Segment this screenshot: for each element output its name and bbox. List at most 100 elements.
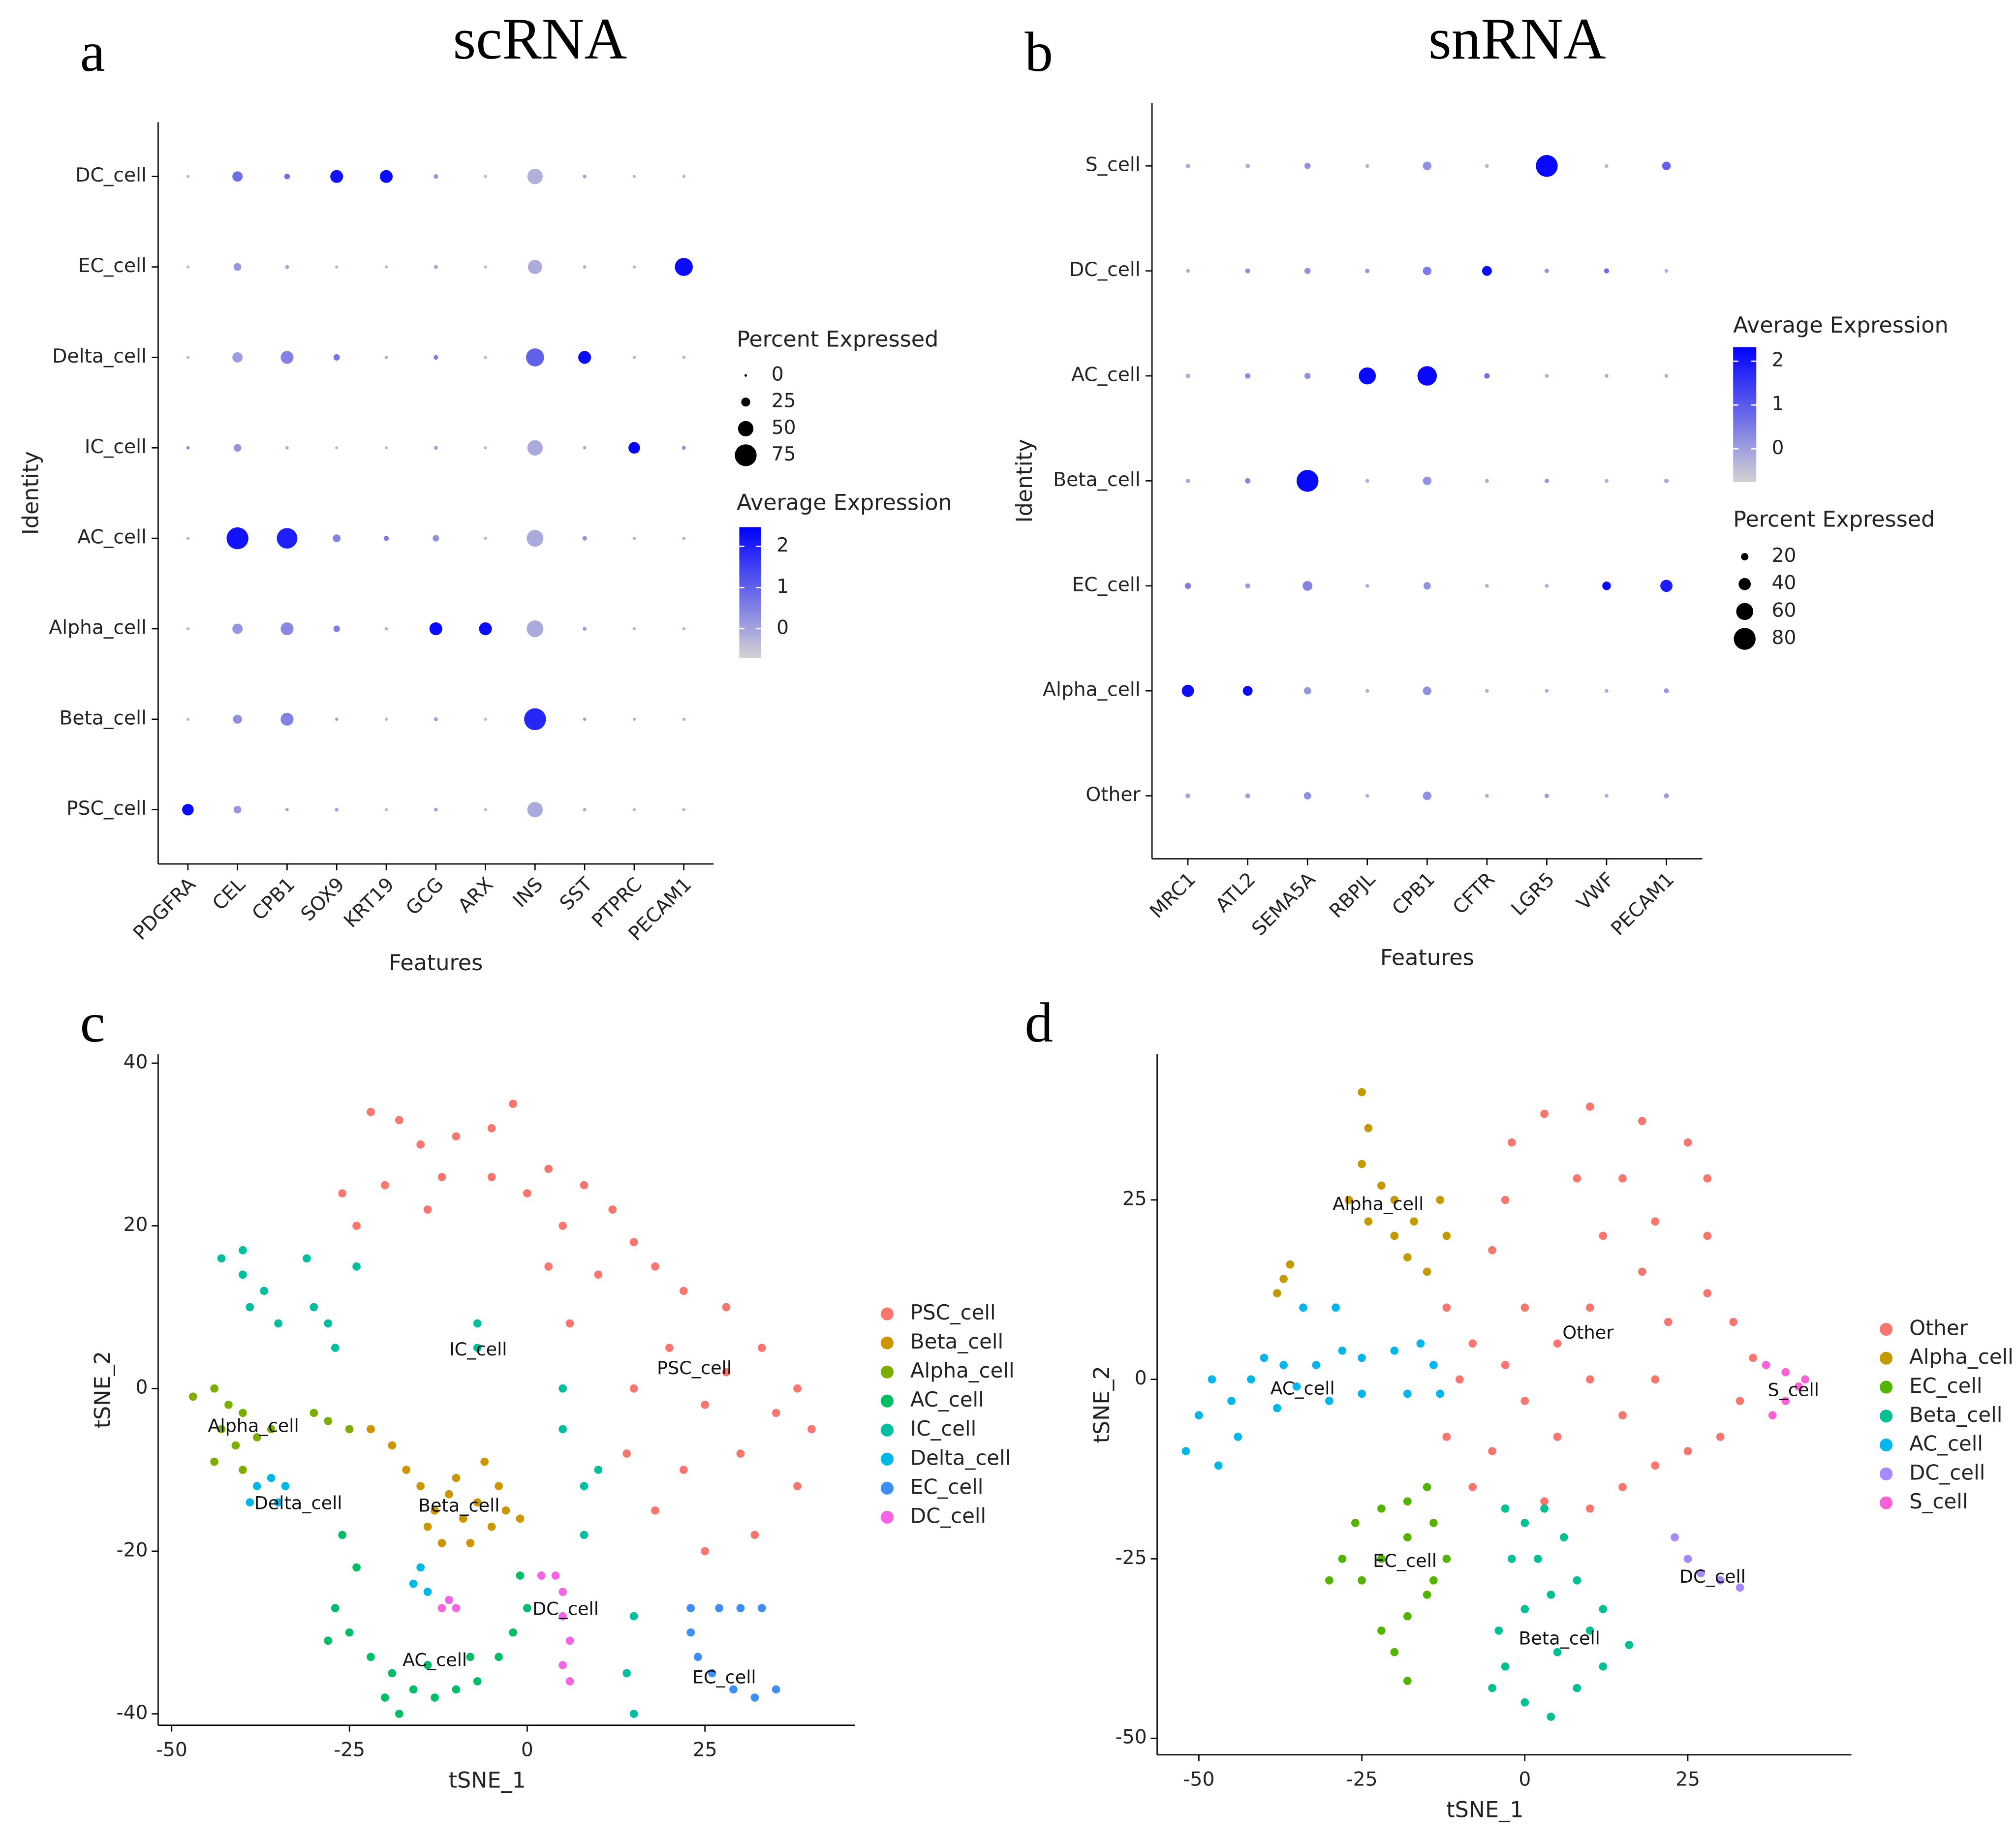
dot (1181, 684, 1194, 697)
dot (1482, 266, 1492, 276)
cluster-label: EC_cell (692, 1666, 756, 1688)
point (1618, 1174, 1627, 1183)
legend-dot (1736, 603, 1753, 620)
point (551, 1571, 560, 1580)
point (1468, 1339, 1477, 1348)
colorbar-label: 0 (1772, 437, 1784, 459)
point (516, 1514, 525, 1523)
legend-label: Alpha_cell (1909, 1345, 2014, 1369)
point (1736, 1397, 1744, 1405)
point (523, 1189, 531, 1197)
point (1540, 1504, 1549, 1513)
point (1703, 1174, 1712, 1183)
dot (1545, 689, 1549, 693)
point (1585, 1375, 1594, 1384)
dot (527, 530, 544, 547)
point (1442, 1433, 1451, 1441)
point (558, 1660, 567, 1669)
dot (1365, 583, 1369, 588)
point (231, 1441, 240, 1450)
point (523, 1604, 531, 1612)
dot (1185, 373, 1190, 378)
point (665, 1344, 674, 1352)
point (1403, 1389, 1412, 1398)
colorbar (739, 527, 761, 658)
legend-dot (880, 1423, 894, 1437)
panel-title: snRNA (1428, 6, 1606, 71)
point (324, 1416, 333, 1425)
y-tick-label: EC_cell (78, 255, 147, 277)
point (715, 1604, 723, 1612)
legend-dot (880, 1452, 894, 1466)
dot (1485, 794, 1489, 798)
dot (330, 170, 343, 183)
point (1377, 1181, 1386, 1190)
point (1716, 1433, 1725, 1441)
point (1501, 1504, 1510, 1513)
point (1260, 1353, 1269, 1362)
point (1729, 1318, 1738, 1326)
point (1364, 1217, 1373, 1226)
dot (434, 174, 438, 179)
point (274, 1498, 282, 1507)
legend-dot (880, 1394, 894, 1408)
y-axis-label: tSNE_2 (1089, 1366, 1115, 1443)
point (345, 1425, 354, 1434)
point (1377, 1555, 1386, 1563)
legend-label: DC_cell (1909, 1460, 1985, 1484)
point (1312, 1361, 1321, 1369)
point (622, 1669, 631, 1678)
dot (233, 263, 242, 271)
y-tick-label: Other (1086, 784, 1141, 806)
point (757, 1604, 766, 1612)
point (565, 1636, 574, 1645)
dot (632, 356, 636, 359)
point (1429, 1361, 1438, 1369)
cluster-label: Other (1562, 1322, 1614, 1343)
dot (1664, 478, 1669, 483)
point (423, 1588, 432, 1596)
point (238, 1270, 247, 1279)
point (558, 1222, 567, 1230)
legend-label: PSC_cell (910, 1300, 996, 1324)
dot (1185, 793, 1191, 798)
point (267, 1425, 276, 1434)
point (395, 1116, 403, 1125)
point (1325, 1576, 1334, 1585)
point (238, 1409, 247, 1417)
point (473, 1319, 482, 1328)
dot (1359, 367, 1376, 385)
point (1520, 1397, 1529, 1405)
dot (1245, 478, 1251, 484)
point (224, 1400, 233, 1409)
point (1716, 1576, 1725, 1585)
point (281, 1482, 290, 1490)
dot (632, 175, 636, 178)
legend-dot (1880, 1467, 1893, 1480)
point (416, 1482, 425, 1490)
legend-label: Beta_cell (910, 1329, 1003, 1353)
dot (335, 717, 339, 721)
point (1599, 1605, 1608, 1613)
cluster-label: AC_cell (1270, 1378, 1334, 1399)
point (594, 1466, 603, 1474)
point (274, 1319, 282, 1328)
point (1403, 1612, 1412, 1621)
point (608, 1205, 617, 1214)
point (1501, 1196, 1510, 1204)
dot (1545, 583, 1549, 588)
point (324, 1319, 333, 1328)
point (1520, 1605, 1529, 1613)
point (1507, 1138, 1516, 1147)
dot (232, 623, 243, 634)
dot (632, 808, 636, 811)
colorbar-label: 2 (776, 534, 789, 556)
point (701, 1547, 710, 1556)
dot (232, 171, 243, 182)
dot (484, 446, 487, 450)
point (1181, 1447, 1190, 1455)
dot (1423, 161, 1432, 170)
dot (632, 537, 636, 540)
colorbar-label: 0 (776, 616, 789, 639)
